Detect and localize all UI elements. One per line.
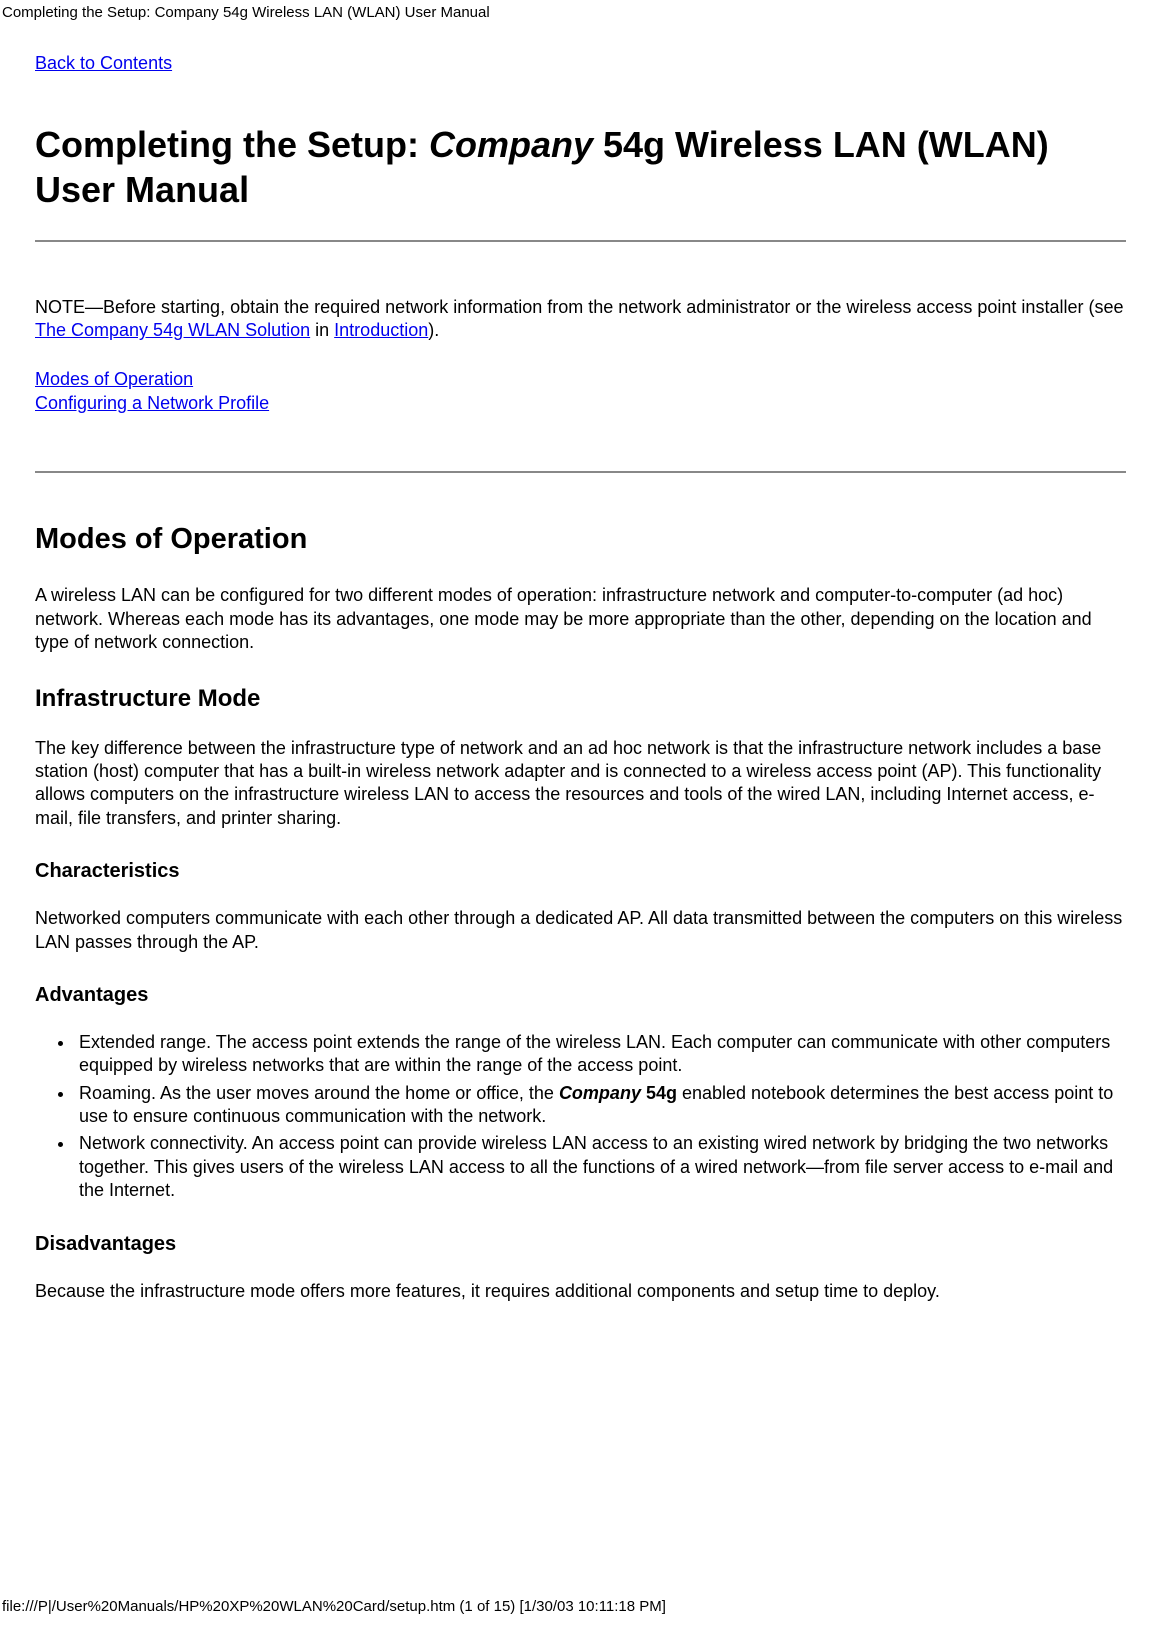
note-paragraph: NOTE—Before starting, obtain the require… — [35, 296, 1126, 343]
page-title: Completing the Setup: Company 54g Wirele… — [35, 122, 1126, 212]
heading-infrastructure-mode: Infrastructure Mode — [35, 685, 1126, 713]
divider-mid — [35, 471, 1126, 473]
footer-path: file:///P|/User%20Manuals/HP%20XP%20WLAN… — [2, 1598, 666, 1615]
heading-characteristics: Characteristics — [35, 860, 1126, 883]
adv2-product: 54g — [641, 1083, 677, 1103]
characteristics-paragraph: Networked computers communicate with eac… — [35, 907, 1126, 954]
divider-top — [35, 240, 1126, 242]
back-to-contents-link[interactable]: Back to Contents — [35, 53, 1126, 74]
advantage-item-range: Extended range. The access point extends… — [75, 1031, 1126, 1078]
content-area: Back to Contents Completing the Setup: C… — [0, 53, 1161, 1303]
table-of-contents: Modes of Operation Configuring a Network… — [35, 367, 1126, 416]
advantage-item-connectivity: Network connectivity. An access point ca… — [75, 1132, 1126, 1202]
toc-link-modes[interactable]: Modes of Operation — [35, 369, 193, 389]
disadvantages-paragraph: Because the infrastructure mode offers m… — [35, 1280, 1126, 1303]
heading-advantages: Advantages — [35, 984, 1126, 1007]
infrastructure-paragraph: The key difference between the infrastru… — [35, 737, 1126, 831]
advantages-list: Extended range. The access point extends… — [75, 1031, 1126, 1203]
toc-link-config[interactable]: Configuring a Network Profile — [35, 393, 269, 413]
modes-intro-paragraph: A wireless LAN can be configured for two… — [35, 584, 1126, 654]
header-path: Completing the Setup: Company 54g Wirele… — [0, 0, 1161, 21]
note-suffix: ). — [428, 320, 439, 340]
note-link-solution[interactable]: The Company 54g WLAN Solution — [35, 320, 310, 340]
note-prefix: NOTE—Before starting, obtain the require… — [35, 297, 1123, 317]
heading-disadvantages: Disadvantages — [35, 1233, 1126, 1256]
title-company: Company — [429, 124, 593, 165]
adv2-pre: Roaming. As the user moves around the ho… — [79, 1083, 559, 1103]
note-link-introduction[interactable]: Introduction — [334, 320, 428, 340]
adv2-company: Company — [559, 1083, 641, 1103]
note-mid: in — [310, 320, 334, 340]
title-prefix: Completing the Setup: — [35, 124, 429, 165]
heading-modes-of-operation: Modes of Operation — [35, 523, 1126, 556]
advantage-item-roaming: Roaming. As the user moves around the ho… — [75, 1082, 1126, 1129]
